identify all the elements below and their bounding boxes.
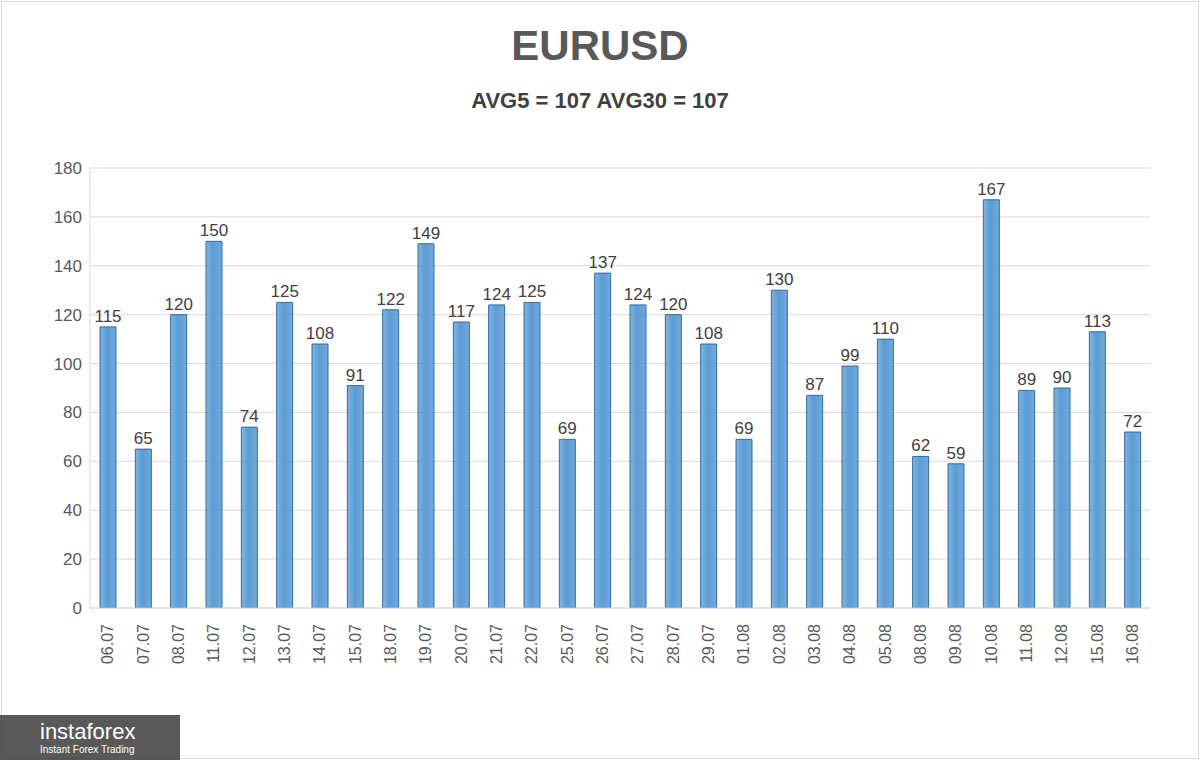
svg-text:27.07: 27.07 bbox=[629, 624, 646, 664]
svg-text:100: 100 bbox=[54, 355, 82, 374]
svg-text:108: 108 bbox=[694, 324, 722, 343]
svg-text:60: 60 bbox=[63, 452, 82, 471]
svg-text:26.07: 26.07 bbox=[594, 624, 611, 664]
svg-text:11.08: 11.08 bbox=[1018, 624, 1035, 663]
svg-text:124: 124 bbox=[482, 285, 510, 304]
svg-text:14.07: 14.07 bbox=[311, 624, 328, 664]
svg-text:125: 125 bbox=[270, 282, 298, 301]
svg-text:05.08: 05.08 bbox=[877, 624, 894, 664]
svg-text:08.08: 08.08 bbox=[912, 624, 929, 664]
svg-text:124: 124 bbox=[624, 285, 652, 304]
svg-text:15.08: 15.08 bbox=[1089, 624, 1106, 664]
svg-text:69: 69 bbox=[735, 419, 754, 438]
svg-text:72: 72 bbox=[1123, 412, 1142, 431]
svg-text:125: 125 bbox=[518, 282, 546, 301]
svg-text:07.07: 07.07 bbox=[135, 624, 152, 664]
svg-text:91: 91 bbox=[346, 366, 365, 385]
svg-text:11.07: 11.07 bbox=[205, 624, 222, 663]
svg-text:90: 90 bbox=[1053, 368, 1072, 387]
svg-text:122: 122 bbox=[376, 290, 404, 309]
svg-text:140: 140 bbox=[54, 257, 82, 276]
svg-text:149: 149 bbox=[412, 224, 440, 243]
svg-text:19.07: 19.07 bbox=[417, 624, 434, 664]
svg-text:150: 150 bbox=[200, 221, 228, 240]
svg-text:25.07: 25.07 bbox=[559, 624, 576, 664]
svg-text:59: 59 bbox=[947, 444, 966, 463]
svg-text:62: 62 bbox=[911, 436, 930, 455]
svg-text:40: 40 bbox=[63, 501, 82, 520]
svg-text:120: 120 bbox=[164, 295, 192, 314]
svg-text:20: 20 bbox=[63, 550, 82, 569]
svg-text:01.08: 01.08 bbox=[735, 624, 752, 664]
svg-text:137: 137 bbox=[588, 253, 616, 272]
svg-text:03.08: 03.08 bbox=[806, 624, 823, 664]
svg-text:180: 180 bbox=[54, 159, 82, 178]
svg-text:28.07: 28.07 bbox=[665, 624, 682, 664]
svg-text:06.07: 06.07 bbox=[99, 624, 116, 664]
svg-text:120: 120 bbox=[54, 306, 82, 325]
html-text:Instant Forex Trading: Instant Forex Trading bbox=[40, 743, 135, 755]
svg-text:10.08: 10.08 bbox=[983, 624, 1000, 664]
svg-text:08.07: 08.07 bbox=[170, 624, 187, 664]
svg-text:89: 89 bbox=[1017, 370, 1036, 389]
svg-text:18.07: 18.07 bbox=[382, 624, 399, 664]
svg-text:12.07: 12.07 bbox=[241, 624, 258, 664]
svg-text:113: 113 bbox=[1084, 312, 1111, 331]
svg-text:04.08: 04.08 bbox=[841, 624, 858, 664]
svg-text:80: 80 bbox=[63, 403, 82, 422]
svg-text:22.07: 22.07 bbox=[523, 624, 540, 664]
html-text:EURUSD: EURUSD bbox=[511, 22, 689, 69]
svg-text:20.07: 20.07 bbox=[453, 624, 470, 664]
svg-text:167: 167 bbox=[977, 180, 1005, 199]
html-text:AVG5 = 107 AVG30 = 107: AVG5 = 107 AVG30 = 107 bbox=[471, 88, 729, 113]
svg-text:74: 74 bbox=[240, 407, 259, 426]
html-text:instaforex: instaforex bbox=[40, 718, 136, 744]
svg-text:108: 108 bbox=[306, 324, 334, 343]
svg-text:69: 69 bbox=[558, 419, 577, 438]
svg-text:117: 117 bbox=[448, 302, 475, 321]
svg-text:13.07: 13.07 bbox=[276, 624, 293, 664]
svg-text:115: 115 bbox=[94, 307, 121, 326]
svg-text:87: 87 bbox=[805, 375, 824, 394]
svg-text:110: 110 bbox=[872, 319, 899, 338]
svg-text:160: 160 bbox=[54, 208, 82, 227]
svg-text:16.08: 16.08 bbox=[1124, 624, 1141, 664]
svg-text:29.07: 29.07 bbox=[700, 624, 717, 664]
svg-text:12.08: 12.08 bbox=[1053, 624, 1070, 664]
svg-text:130: 130 bbox=[765, 270, 793, 289]
svg-text:21.07: 21.07 bbox=[488, 624, 505, 664]
svg-text:65: 65 bbox=[134, 429, 153, 448]
svg-text:15.07: 15.07 bbox=[347, 624, 364, 664]
svg-text:09.08: 09.08 bbox=[947, 624, 964, 664]
svg-text:02.08: 02.08 bbox=[771, 624, 788, 664]
svg-text:120: 120 bbox=[659, 295, 687, 314]
svg-text:0: 0 bbox=[73, 599, 82, 618]
svg-text:99: 99 bbox=[841, 346, 860, 365]
